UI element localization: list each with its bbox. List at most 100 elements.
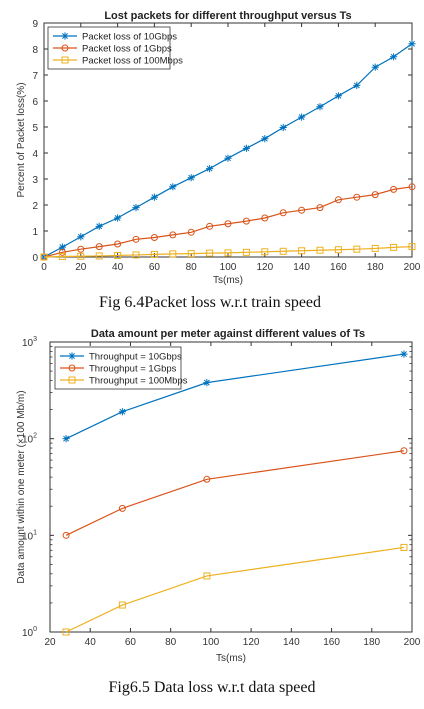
chart1-series-2-point (316, 204, 324, 212)
chart1-ytick-label: 3 (32, 175, 38, 186)
chart1-series-1-point (242, 144, 250, 152)
chart1-xtick-label: 200 (404, 262, 421, 273)
chart2-series-3-point (118, 601, 126, 609)
chart2-series-2-point (400, 447, 408, 455)
chart1-legend-label: Packet loss of 100Mbps (82, 56, 183, 67)
chart1-series-3-point (279, 247, 287, 255)
chart2-xtick-label: 60 (125, 637, 137, 648)
chart1-series-3-point (150, 250, 158, 258)
chart1-legend-label: Packet loss of 10Gbps (82, 32, 177, 43)
chart2-xtick-label: 180 (363, 637, 380, 648)
chart1-xtick-label: 140 (293, 262, 310, 273)
chart2-series-2-line (65, 450, 405, 536)
chart2-xtick-label: 120 (243, 637, 260, 648)
chart1-series-1-point (169, 183, 177, 191)
chart2-series-2-point (203, 475, 211, 483)
chart1-legend-entry: Packet loss of 1Gbps (53, 44, 172, 55)
chart1-series-3-point (169, 250, 177, 258)
chart1-series-1-point (371, 63, 379, 71)
chart1-series-2-point (206, 222, 214, 230)
chart1-series-1-point (150, 193, 158, 201)
chart1-series-1-point (261, 135, 269, 143)
chart1-xtick-label: 80 (186, 262, 198, 273)
figure-caption-6-4: Fig 6.4Packet loss w.r.t train speed (99, 294, 321, 311)
figure-caption-6-5: Fig6.5 Data loss w.r.t data speed (109, 679, 316, 696)
chart2-series-1-line (65, 353, 405, 440)
chart2-legend-marker (68, 364, 76, 372)
chart1-series-3-point (261, 248, 269, 256)
chart1-series-2-point (77, 245, 85, 253)
chart1-xtick-label: 60 (149, 262, 161, 273)
chart1-ytick-label: 5 (32, 123, 38, 134)
chart1-series-2-point (353, 193, 361, 201)
chart1-ytick-label: 4 (32, 149, 38, 160)
chart1-legend-entry: Packet loss of 10Gbps (53, 32, 177, 43)
chart2-xtick-label: 140 (283, 637, 300, 648)
chart1-series-group (40, 40, 416, 261)
chart1-ytick-label: 2 (32, 201, 38, 212)
chart1-series-3-point (371, 244, 379, 252)
chart1-series-2-line (43, 186, 413, 258)
chart2-legend-label: Throughput = 1Gbps (89, 364, 177, 375)
chart2-xtick-label: 160 (323, 637, 340, 648)
chart1-xtick-label: 180 (367, 262, 384, 273)
chart1-series-2-point (95, 243, 103, 251)
chart1-series-1 (40, 40, 416, 261)
chart1-series-1-point (408, 40, 416, 48)
chart1-series-1-point (77, 233, 85, 241)
chart1-series-3-point (206, 249, 214, 257)
chart1-series-3-point (114, 251, 122, 259)
chart2-series-2-point (118, 504, 126, 512)
chart2-series-3-line (65, 546, 405, 633)
chart1-ytick-label: 7 (32, 71, 38, 82)
chart1-series-2-point (132, 235, 140, 243)
chart1-ytick-label: 9 (32, 19, 38, 30)
chart2-xlabel: Ts(ms) (216, 653, 246, 664)
data-amount-chart: Data amount per meter against different … (16, 328, 421, 664)
chart1-series-2-point (169, 231, 177, 239)
chart1-title: Lost packets for different throughput ve… (104, 10, 351, 22)
chart2-plot-area (49, 341, 413, 633)
chart2-legend-label: Throughput = 100Mbps (89, 376, 188, 387)
chart1-series-3-point (224, 249, 232, 257)
chart1-xtick-label: 20 (75, 262, 87, 273)
chart1-legend-marker (61, 44, 69, 52)
chart2-title: Data amount per meter against different … (91, 328, 365, 340)
chart1-xtick-label: 40 (112, 262, 124, 273)
chart2-legend-entry: Throughput = 1Gbps (60, 364, 177, 375)
chart1-series-3-point (390, 243, 398, 251)
chart1-series-2-point (114, 240, 122, 248)
chart1-series-3-point (316, 246, 324, 254)
chart1-legend-marker (61, 56, 69, 64)
chart1-series-2-point (371, 191, 379, 199)
chart2-minor-ticks (50, 346, 412, 604)
chart2-series-1 (62, 350, 408, 443)
chart2-legend-entry: Throughput = 100Mbps (60, 376, 188, 387)
chart1-series-3-point (132, 251, 140, 259)
chart1-ytick-label: 6 (32, 97, 38, 108)
chart2-legend-marker (68, 352, 76, 360)
chart1-series-3 (40, 243, 416, 261)
chart1-series-2-point (298, 206, 306, 214)
chart1-series-2-point (242, 217, 250, 225)
chart1-series-3-point (77, 252, 85, 260)
chart2-series-3-point (62, 628, 70, 636)
chart1-series-2-point (150, 234, 158, 241)
chart1-series-3-point (40, 253, 48, 261)
chart1-series-1-point (334, 92, 342, 100)
chart1-series-1-point (279, 123, 287, 132)
chart1-series-2-point (408, 183, 416, 191)
chart1-axes: 0 20 40 60 80 100 120 140 160 180 200 0 1 2 3 4 5 6 7 8 9 (32, 19, 420, 273)
chart1-series-1-point (187, 174, 195, 182)
chart1-series-3-point (242, 248, 250, 256)
chart1-series-2-point (261, 214, 269, 222)
chart2-legend-entry: Throughput = 10Gbps (60, 352, 182, 363)
chart1-series-2-point (334, 196, 342, 204)
chart1-series-1-point (132, 204, 140, 212)
chart1-series-3-line (43, 246, 413, 258)
chart1-series-1-point (298, 113, 306, 121)
